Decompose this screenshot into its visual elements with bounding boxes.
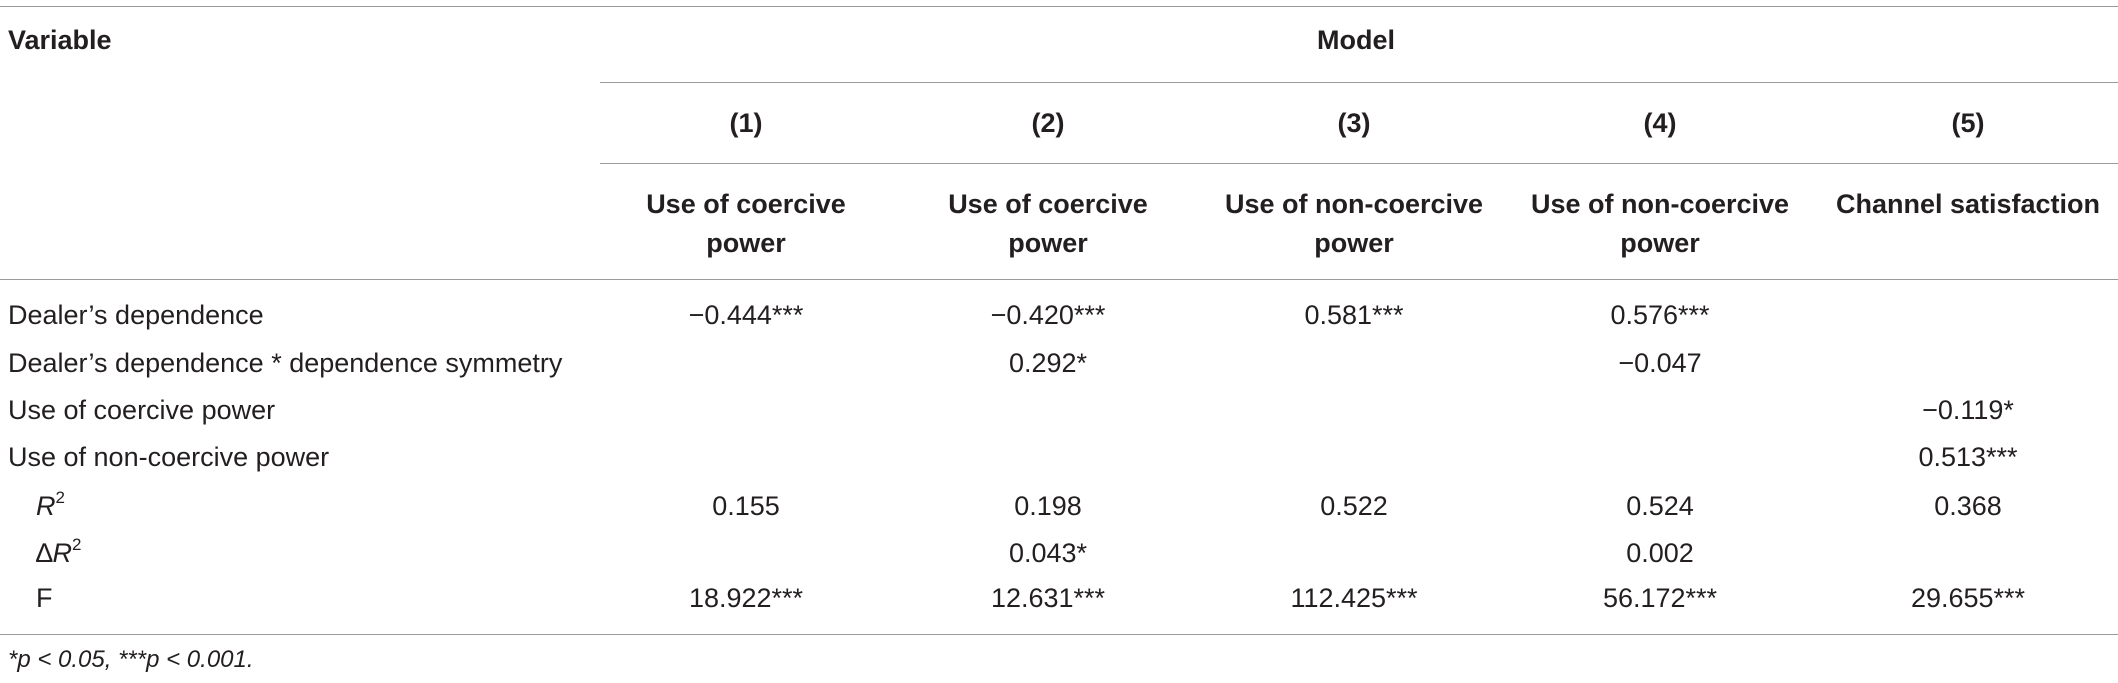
r-symbol: R — [52, 538, 73, 568]
outcome-header-1-line2: power — [706, 228, 786, 258]
cell-r6-c4: 0.002 — [1626, 538, 1694, 568]
outcome-header-2-line1: Use of coercive — [948, 189, 1148, 219]
row-label-coercive-power: Use of coercive power — [8, 395, 276, 425]
outcome-header-4-line1: Use of non-coercive — [1530, 189, 1790, 219]
cell-r5-c3: 0.522 — [1320, 491, 1388, 521]
model-number-3: (3) — [1337, 108, 1371, 138]
outcome-header-3: Use of non-coercive power — [1204, 185, 1504, 263]
cell-r5-c1: 0.155 — [712, 491, 780, 521]
model-header: Model — [1317, 25, 1395, 55]
outcome-header-5: Channel satisfaction — [1818, 185, 2118, 224]
outcome-header-2-line2: power — [1008, 228, 1088, 258]
model-number-5: (5) — [1951, 108, 1985, 138]
row-label-dealers-dependence: Dealer’s dependence — [8, 300, 264, 330]
row-label-interaction: Dealer’s dependence * dependence symmetr… — [8, 348, 563, 378]
cell-r5-c2: 0.198 — [1014, 491, 1082, 521]
variable-header: Variable — [8, 25, 112, 55]
model-header-rule — [600, 82, 2118, 83]
cell-r7-c4: 56.172*** — [1602, 583, 1718, 613]
squared-superscript: 2 — [72, 535, 82, 554]
cell-r2-c4: −0.047 — [1618, 348, 1702, 378]
cell-r5-c5: 0.368 — [1934, 491, 2002, 521]
outcome-header-1-line1: Use of coercive — [646, 189, 846, 219]
cell-r1-c4: 0.576*** — [1610, 300, 1710, 330]
cell-r6-c2: 0.043* — [1008, 538, 1088, 568]
r-symbol: R — [36, 491, 56, 521]
row-label-f-statistic: F — [36, 583, 53, 613]
cell-r1-c3: 0.581*** — [1304, 300, 1404, 330]
outcome-header-1: Use of coercive power — [596, 185, 896, 263]
header-bottom-rule — [0, 279, 2118, 280]
outcome-header-3-line1: Use of non-coercive — [1224, 189, 1484, 219]
row-label-r-squared: R2 — [36, 487, 65, 525]
delta-symbol: ∆ — [36, 538, 53, 568]
cell-r7-c1: 18.922*** — [688, 583, 804, 613]
outcome-header-3-line2: power — [1314, 228, 1394, 258]
outcome-header-2: Use of coercive power — [898, 185, 1198, 263]
table-bottom-rule — [0, 634, 2118, 635]
cell-r1-c1: −0.444*** — [688, 300, 804, 330]
row-label-delta-r-squared: ∆R2 — [36, 534, 82, 572]
outcome-header-4-line2: power — [1620, 228, 1700, 258]
model-number-1: (1) — [729, 108, 763, 138]
cell-r7-c2: 12.631*** — [990, 583, 1106, 613]
outcome-header-4: Use of non-coercive power — [1510, 185, 1810, 263]
cell-r1-c2: −0.420*** — [990, 300, 1106, 330]
cell-r7-c5: 29.655*** — [1910, 583, 2026, 613]
row-label-non-coercive-power: Use of non-coercive power — [8, 442, 330, 472]
significance-footnote: *p < 0.05, ***p < 0.001. — [8, 646, 254, 673]
table-top-rule — [0, 6, 2118, 7]
model-number-4: (4) — [1643, 108, 1677, 138]
squared-superscript: 2 — [55, 488, 65, 507]
cell-r5-c4: 0.524 — [1626, 491, 1694, 521]
model-number-2: (2) — [1031, 108, 1065, 138]
outcome-header-5-line1: Channel satisfaction — [1835, 189, 2101, 219]
cell-r4-c5: 0.513*** — [1918, 442, 2018, 472]
cell-r7-c3: 112.425*** — [1290, 583, 1418, 613]
cell-r2-c2: 0.292* — [1008, 348, 1088, 378]
cell-r3-c5: −0.119* — [1922, 395, 2014, 425]
model-number-rule — [600, 163, 2118, 164]
